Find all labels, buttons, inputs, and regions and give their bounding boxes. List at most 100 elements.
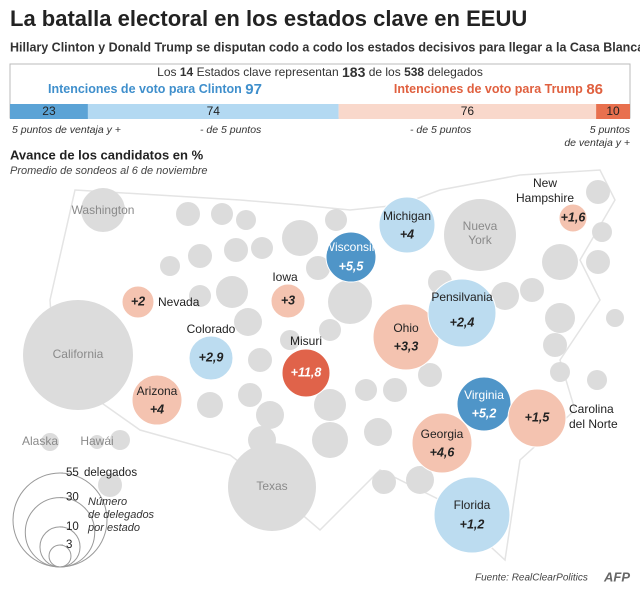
state-bubble-gray: [228, 443, 316, 531]
summary-part: Los: [157, 65, 176, 79]
state-bubble-gray: [211, 203, 233, 225]
state-bubble-gray: [280, 330, 300, 350]
state-bubble-gray: [587, 370, 607, 390]
state-name: New: [533, 176, 557, 190]
state-bubble: [411, 412, 473, 474]
state-bubble-gray: [592, 222, 612, 242]
state-bubble-gray: [81, 188, 125, 232]
state-bubble-gray: [418, 363, 442, 387]
state-name: Michigan: [383, 209, 431, 223]
trump-total: 86: [586, 81, 603, 98]
state-bubble-gray: [306, 256, 330, 280]
bar-note: - de 5 puntos: [200, 124, 262, 136]
state-bubble-gray: [545, 303, 575, 333]
state-name: Florida: [454, 498, 491, 512]
legend-size: 30: [66, 492, 79, 504]
state-bubble-gray: [383, 378, 407, 402]
state-bubble-gray: [251, 237, 273, 259]
state-bubble-gray: [372, 470, 396, 494]
logo: AFP: [603, 569, 630, 584]
legend-note: Número: [88, 496, 127, 508]
state-bubble-gray: [188, 244, 212, 268]
state-name: Misuri: [290, 334, 322, 348]
section-title: Avance de los candidatos en %: [10, 147, 204, 162]
state-lead: +4: [400, 227, 414, 241]
summary-part: 538: [404, 65, 424, 79]
state-bubble-gray: [328, 280, 372, 324]
state-name: Pensilvania: [431, 290, 493, 304]
state-bubble: [188, 335, 234, 381]
bar-value: 76: [461, 104, 475, 118]
state-bubble: [281, 348, 331, 398]
state-lead: +5,2: [472, 406, 497, 420]
state-lead: +1,5: [525, 410, 551, 424]
state-lead: +2: [131, 294, 145, 308]
legend-unit: delegados: [84, 467, 137, 479]
state-bubble-gray: [160, 256, 180, 276]
state-name: Arizona: [137, 384, 178, 398]
state-bubble-gray: [319, 319, 341, 341]
clinton-label: Intenciones de voto para Clinton: [48, 82, 242, 96]
state-bubble-gray: [314, 389, 346, 421]
state-bubble-gray: [364, 418, 392, 446]
state-bubble: [427, 278, 497, 348]
state-bubble: [558, 203, 588, 233]
state-bubble-gray: [542, 244, 578, 280]
clinton-total: 97: [245, 81, 262, 98]
state-bubble-gray: [586, 180, 610, 204]
legend-size: 10: [66, 521, 79, 533]
state-bubble: [507, 388, 567, 448]
legend-note: de delegados: [88, 509, 155, 521]
state-name: Wisconsin: [324, 240, 379, 254]
state-bubble-gray: [224, 238, 248, 262]
bar-segment: [10, 104, 88, 119]
title: La batalla electoral en los estados clav…: [10, 6, 527, 31]
state-name-gray: York: [468, 233, 493, 247]
state-bubble-gray: [550, 362, 570, 382]
state-lead: +4,6: [430, 445, 456, 459]
state-name: Iowa: [272, 270, 298, 284]
state-bubble-gray: [325, 209, 347, 231]
state-bubble-gray: [238, 383, 262, 407]
state-name: Nevada: [158, 295, 200, 309]
bar-note: 5 puntos de ventaja y +: [12, 124, 121, 136]
trump-header: Intenciones de voto para Trump 86: [394, 81, 603, 98]
state-bubble: [325, 231, 377, 283]
state-lead: +2,4: [450, 315, 475, 329]
source: Fuente: RealClearPolitics: [475, 573, 588, 584]
state-name: Carolina: [569, 402, 614, 416]
state-bubble-gray: [491, 282, 519, 310]
state-name-gray: Hawái: [80, 434, 113, 448]
bar-note: - de 5 puntos: [410, 124, 472, 136]
state-bubble-gray: [216, 276, 248, 308]
state-bubble-gray: [234, 308, 262, 336]
state-bubble: [121, 285, 155, 319]
state-bubble: [270, 283, 306, 319]
state-bubble-gray: [406, 466, 434, 494]
state-bubble-gray: [248, 348, 272, 372]
state-bubble-gray: [98, 473, 122, 497]
state-name: del Norte: [569, 417, 618, 431]
legend-note: por estado: [87, 522, 140, 534]
state-bubble-gray: [189, 285, 211, 307]
trump-label: Intenciones de voto para Trump: [394, 82, 583, 96]
state-bubble-gray: [520, 278, 544, 302]
state-lead: +2,9: [199, 350, 224, 364]
summary-part: de los: [369, 65, 401, 79]
state-bubble-gray: [256, 401, 284, 429]
state-lead: +1,2: [460, 517, 485, 531]
bar-note: 5 puntos: [590, 124, 631, 136]
state-name-gray: California: [53, 347, 104, 361]
state-bubble-gray: [312, 422, 348, 458]
state-bubble-gray: [197, 392, 223, 418]
bar-segment: [338, 104, 597, 119]
state-bubble-gray: [282, 220, 318, 256]
summary-part: 183: [342, 64, 366, 80]
state-bubble: [378, 196, 436, 254]
clinton-header: Intenciones de voto para Clinton 97: [48, 81, 262, 98]
state-name: Colorado: [187, 322, 236, 336]
summary: Los 14 Estados clave representan 183 de …: [157, 64, 483, 80]
summary-part: Estados clave representan: [197, 65, 339, 79]
